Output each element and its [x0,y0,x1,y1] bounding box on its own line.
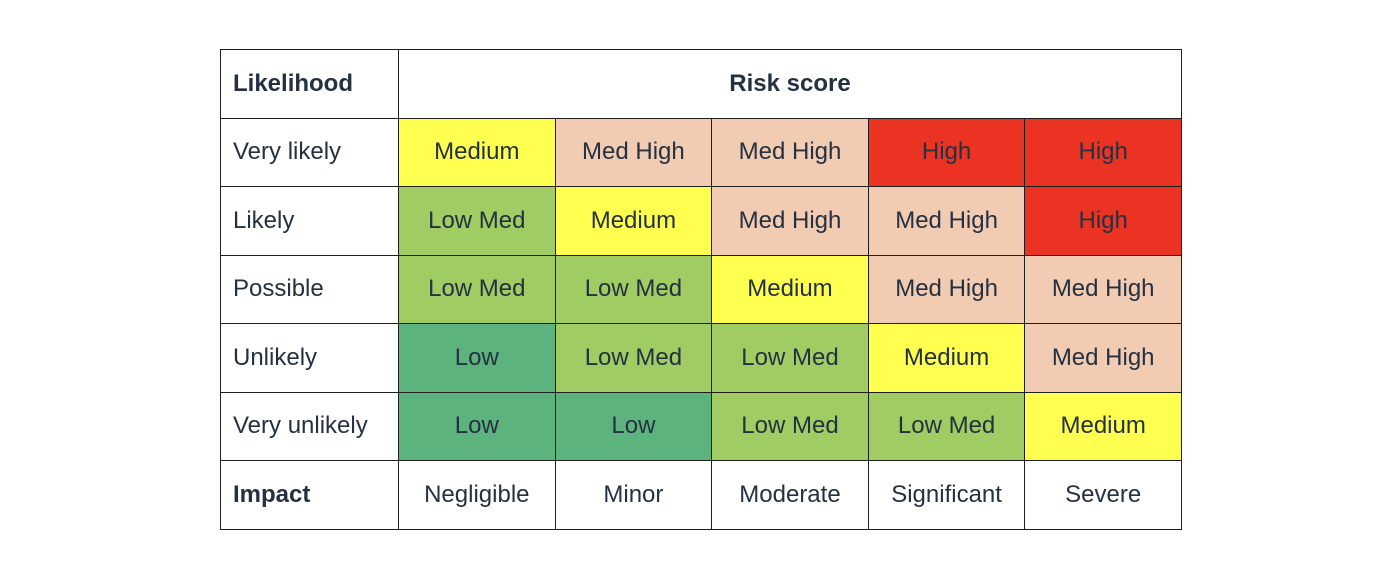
impact-level: Moderate [711,460,869,530]
header-row: Likelihood Risk score [220,49,1182,119]
risk-cell: Low Med [398,186,556,256]
impact-level: Minor [554,460,713,530]
risk-cell: High [867,117,1026,187]
risk-cell: Low Med [554,323,713,393]
risk-cell: Low Med [398,254,556,324]
risk-cell: Medium [711,254,869,324]
matrix-row: Very unlikely Low Low Low Med Low Med Me… [220,391,1182,461]
risk-score-header: Risk score [398,49,1182,119]
risk-cell: Med High [711,186,869,256]
risk-cell: Low [398,323,556,393]
risk-cell: Med High [1024,254,1182,324]
impact-level: Severe [1024,460,1182,530]
likelihood-label: Likely [220,186,399,256]
matrix-row: Likely Low Med Medium Med High Med High … [220,186,1182,256]
risk-cell: Low [554,391,713,461]
risk-cell: Medium [1024,391,1182,461]
likelihood-label: Very unlikely [220,391,399,461]
risk-cell: Med High [1024,323,1182,393]
impact-level: Significant [867,460,1026,530]
risk-cell: Med High [554,117,713,187]
likelihood-label: Very likely [220,117,399,187]
risk-cell: Low Med [867,391,1026,461]
impact-row: Impact Negligible Minor Moderate Signifi… [220,460,1182,530]
risk-cell: Low Med [711,391,869,461]
risk-cell: Med High [711,117,869,187]
likelihood-label: Unlikely [220,323,399,393]
matrix-row: Possible Low Med Low Med Medium Med High… [220,254,1182,324]
risk-cell: Med High [867,254,1026,324]
risk-cell: Low [398,391,556,461]
impact-label: Impact [220,460,399,530]
risk-matrix-table: Likelihood Risk score Very likely Medium… [220,49,1182,530]
risk-cell: High [1024,117,1182,187]
risk-cell: Medium [867,323,1026,393]
impact-level: Negligible [398,460,556,530]
matrix-row: Very likely Medium Med High Med High Hig… [220,117,1182,187]
risk-cell: Low Med [554,254,713,324]
likelihood-label: Possible [220,254,399,324]
risk-cell: Medium [398,117,556,187]
risk-cell: Med High [867,186,1026,256]
risk-cell: Medium [554,186,713,256]
likelihood-header: Likelihood [220,49,399,119]
risk-cell: Low Med [711,323,869,393]
risk-cell: High [1024,186,1182,256]
matrix-row: Unlikely Low Low Med Low Med Medium Med … [220,323,1182,393]
